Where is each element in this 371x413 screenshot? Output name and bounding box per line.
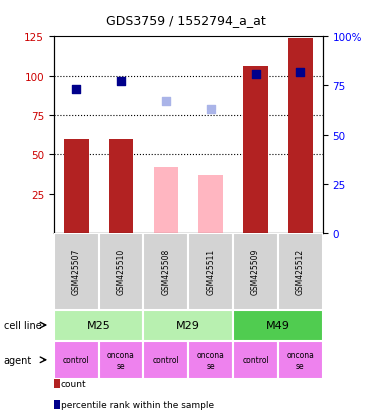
- Text: M29: M29: [176, 320, 200, 330]
- Text: agent: agent: [4, 355, 32, 365]
- Text: oncona
se: oncona se: [197, 350, 224, 370]
- Bar: [154, 167, 178, 233]
- Bar: [278, 341, 323, 379]
- Text: control: control: [242, 356, 269, 364]
- Text: GSM425509: GSM425509: [251, 248, 260, 295]
- Bar: [188, 233, 233, 310]
- Bar: [99, 233, 144, 310]
- Point: [163, 99, 169, 105]
- Text: M49: M49: [266, 320, 290, 330]
- Bar: [54, 233, 99, 310]
- Bar: [288, 39, 313, 233]
- Text: GDS3759 / 1552794_a_at: GDS3759 / 1552794_a_at: [106, 14, 265, 27]
- Bar: [54, 341, 99, 379]
- Point: [298, 69, 303, 76]
- Bar: [198, 175, 223, 233]
- Bar: [243, 67, 268, 233]
- Point: [73, 87, 79, 93]
- Text: control: control: [152, 356, 179, 364]
- Text: GSM425511: GSM425511: [206, 249, 215, 294]
- Bar: [109, 139, 133, 233]
- Bar: [144, 341, 188, 379]
- Text: percentile rank within the sample: percentile rank within the sample: [61, 400, 214, 409]
- Text: GSM425512: GSM425512: [296, 249, 305, 294]
- Text: oncona
se: oncona se: [286, 350, 314, 370]
- Point: [253, 71, 259, 78]
- Bar: [144, 310, 233, 341]
- Point: [118, 79, 124, 85]
- Bar: [99, 341, 144, 379]
- Text: M25: M25: [87, 320, 111, 330]
- Bar: [233, 233, 278, 310]
- Text: control: control: [63, 356, 89, 364]
- Point: [208, 107, 214, 113]
- Text: count: count: [61, 379, 86, 388]
- Text: cell line: cell line: [4, 320, 42, 330]
- Bar: [233, 310, 323, 341]
- Bar: [278, 233, 323, 310]
- Text: GSM425510: GSM425510: [116, 249, 125, 294]
- Bar: [144, 233, 188, 310]
- Bar: [233, 341, 278, 379]
- Text: GSM425507: GSM425507: [72, 248, 81, 295]
- Text: GSM425508: GSM425508: [161, 249, 170, 294]
- Bar: [54, 310, 144, 341]
- Text: oncona
se: oncona se: [107, 350, 135, 370]
- Bar: [188, 341, 233, 379]
- Bar: [64, 139, 89, 233]
